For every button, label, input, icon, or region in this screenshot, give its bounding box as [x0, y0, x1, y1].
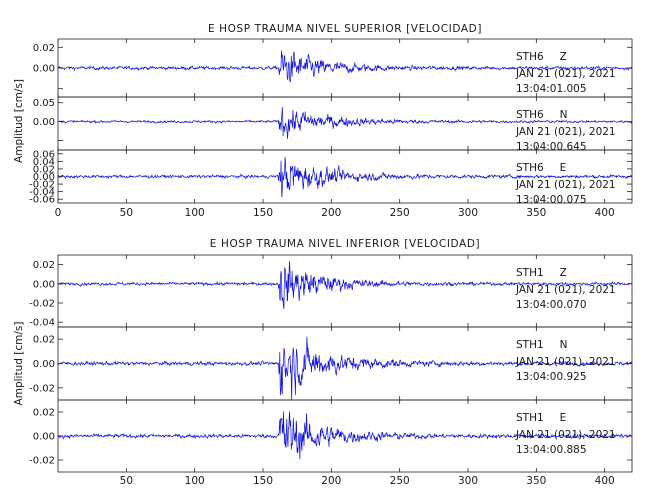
y-tick-label: -0.06	[29, 195, 55, 206]
seismogram-trace	[57, 336, 632, 401]
date-label: JAN 21 (021), 2021	[515, 356, 616, 368]
date-label: JAN 21 (021), 2021	[515, 68, 616, 80]
date-label: JAN 21 (021), 2021	[515, 284, 616, 296]
station-code: STH6	[516, 51, 544, 63]
time-label: 13:04:00.645	[516, 141, 587, 153]
seismogram-trace	[57, 260, 633, 309]
x-tick-label: 300	[458, 207, 478, 219]
component-code: Z	[560, 51, 567, 63]
x-tick-label: 350	[526, 475, 546, 487]
seismogram-trace	[57, 50, 633, 83]
y-tick-label: 0.02	[33, 260, 55, 271]
y-tick-label: 0.06	[33, 149, 55, 160]
station-code: STH1	[516, 412, 544, 424]
date-label: JAN 21 (021), 2021	[515, 126, 616, 138]
y-tick-label: -0.04	[29, 318, 55, 329]
time-label: 13:04:00.075	[516, 194, 587, 206]
x-tick-label: 250	[390, 207, 410, 219]
x-tick-label: 0	[55, 207, 62, 219]
station-label: STH1 E	[516, 412, 566, 424]
x-tick-label: 50	[120, 475, 133, 487]
seismogram-trace	[57, 411, 633, 460]
y-tick-label: 0.00	[33, 279, 55, 290]
date-label: JAN 21 (021), 2021	[515, 429, 616, 441]
y-tick-label: 0.04	[33, 157, 55, 168]
station-code: STH1	[516, 267, 544, 279]
component-code: N	[560, 339, 568, 351]
y-tick-label: 0.02	[33, 43, 55, 54]
time-label: 13:04:00.070	[516, 299, 587, 311]
x-tick-label: 150	[253, 207, 273, 219]
time-label: 13:04:00.925	[516, 371, 587, 383]
y-tick-label: 0.00	[33, 64, 55, 75]
date-label: JAN 21 (021), 2021	[515, 179, 616, 191]
y-tick-label: 0.02	[33, 335, 55, 346]
x-tick-label: 400	[595, 475, 615, 487]
y-tick-label: -0.04	[29, 187, 55, 198]
station-label: STH6 E	[516, 162, 566, 174]
y-tick-label: 0.02	[33, 164, 55, 175]
chart-title: E HOSP TRAUMA NIVEL INFERIOR [VELOCIDAD]	[210, 238, 480, 250]
x-tick-label: 150	[253, 475, 273, 487]
y-tick-label: 0.05	[33, 98, 55, 109]
x-tick-label: 100	[185, 475, 205, 487]
x-tick-label: 100	[185, 207, 205, 219]
component-code: E	[560, 162, 567, 174]
station-code: STH6	[516, 162, 544, 174]
y-tick-label: -0.02	[29, 456, 55, 467]
x-tick-label: 350	[526, 207, 546, 219]
y-tick-label: 0.02	[33, 408, 55, 419]
y-tick-label: 0.00	[33, 432, 55, 443]
time-label: 13:04:01.005	[516, 83, 587, 95]
x-tick-label: 400	[595, 207, 615, 219]
station-code: STH1	[516, 339, 544, 351]
station-label: STH6 N	[516, 109, 568, 121]
y-tick-label: -0.02	[29, 299, 55, 310]
x-tick-label: 200	[321, 207, 341, 219]
station-label: STH1 N	[516, 339, 568, 351]
y-axis-label: Amplitud [cm/s]	[13, 322, 25, 406]
y-tick-label: 0.00	[33, 172, 55, 183]
component-code: Z	[560, 267, 567, 279]
station-label: STH1 Z	[516, 267, 567, 279]
chart-title: E HOSP TRAUMA NIVEL SUPERIOR [VELOCIDAD]	[208, 23, 482, 35]
seismogram-trace	[57, 157, 633, 198]
seismogram-trace	[57, 107, 633, 140]
component-code: E	[560, 412, 567, 424]
y-tick-label: -0.02	[29, 383, 55, 394]
x-tick-label: 50	[120, 207, 133, 219]
y-tick-label: -0.02	[29, 180, 55, 191]
time-label: 13:04:00.885	[516, 444, 587, 456]
x-tick-label: 250	[390, 475, 410, 487]
y-tick-label: 0.00	[33, 117, 55, 128]
x-tick-label: 200	[321, 475, 341, 487]
y-tick-label: 0.00	[33, 359, 55, 370]
x-tick-label: 300	[458, 475, 478, 487]
y-axis-label: Amplitud [cm/s]	[13, 79, 25, 163]
station-code: STH6	[516, 109, 544, 121]
component-code: N	[560, 109, 568, 121]
station-label: STH6 Z	[516, 51, 567, 63]
